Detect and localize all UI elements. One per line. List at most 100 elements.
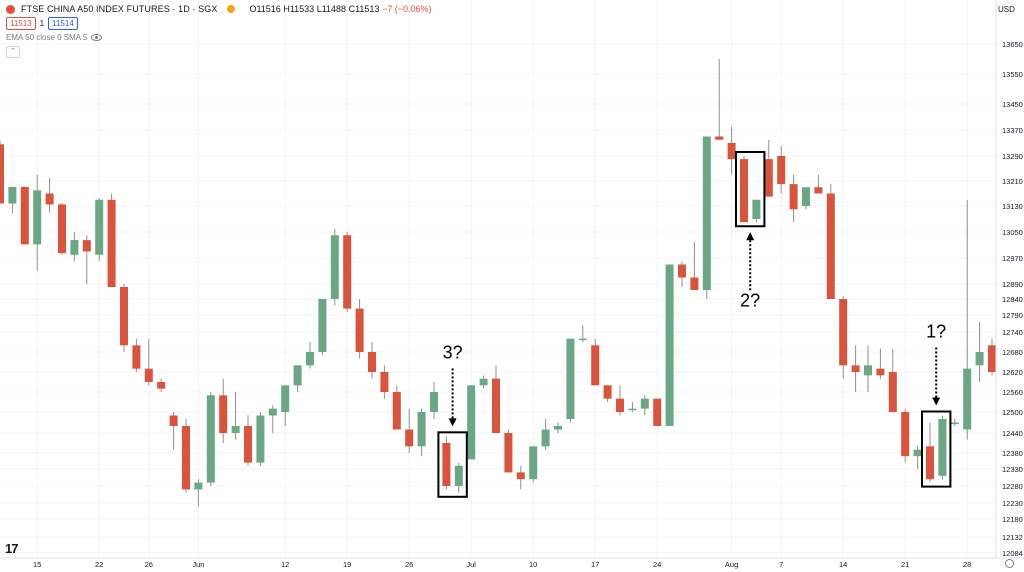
currency-label[interactable]: USD xyxy=(998,5,1015,14)
candle-body xyxy=(492,378,500,433)
y-tick-label: 12132 xyxy=(1002,533,1023,542)
symbol-icon xyxy=(6,4,15,14)
symbol-title[interactable]: FTSE CHINA A50 INDEX FUTURES · 1D · SGX xyxy=(21,4,218,14)
candle xyxy=(888,348,897,412)
candle xyxy=(988,338,996,376)
candle-body xyxy=(318,299,327,352)
high-value: H11533 xyxy=(283,4,315,14)
y-tick-label: 12790 xyxy=(1002,311,1023,320)
x-tick-label: 19 xyxy=(343,560,351,569)
candle-body xyxy=(281,385,290,412)
candle xyxy=(206,392,215,486)
x-tick-label: Aug xyxy=(725,560,738,569)
candle-body xyxy=(231,426,240,433)
candle-body xyxy=(950,422,959,424)
candle-body xyxy=(876,368,885,376)
indicator-row[interactable]: EMA 50 close 0 SMA 5 xyxy=(6,33,103,42)
candle-body xyxy=(851,365,860,372)
candle-body xyxy=(268,408,277,416)
y-tick-label: 13450 xyxy=(1002,100,1023,109)
candle-body xyxy=(107,199,116,287)
candle xyxy=(107,193,116,287)
annotation-label: 3? xyxy=(443,342,463,362)
candle-body xyxy=(975,352,984,366)
open-value: O11516 xyxy=(249,4,281,14)
time-axis[interactable]: 15 22 26 Jun 12 19 26 Jul 10 17 24 Aug 7 14 21 28 xyxy=(33,560,971,569)
annotation-box xyxy=(437,431,468,498)
y-tick-label: 13290 xyxy=(1002,152,1023,161)
settings-gear-icon[interactable] xyxy=(1005,559,1014,568)
candle-body xyxy=(82,240,91,252)
bid-ask-row: 11513 1 11514 xyxy=(6,17,78,30)
candle-body xyxy=(45,193,54,205)
candle xyxy=(8,186,17,214)
annotation-arrowhead xyxy=(932,397,941,406)
candle xyxy=(45,177,54,213)
sell-button[interactable]: 11513 xyxy=(6,17,36,30)
candle-body xyxy=(20,186,29,245)
candle xyxy=(727,126,736,175)
x-tick-label: 14 xyxy=(839,560,847,569)
candle xyxy=(467,385,476,460)
annotation-group: 3? xyxy=(437,342,468,498)
collapse-legend-button[interactable]: ⌃ xyxy=(6,46,20,58)
candle xyxy=(591,338,600,386)
candle xyxy=(256,412,265,466)
candle xyxy=(529,446,538,483)
candle xyxy=(430,382,438,419)
candle xyxy=(330,228,339,306)
candle-body xyxy=(182,426,190,490)
candle-body xyxy=(566,338,575,419)
candle xyxy=(70,232,79,262)
buy-button[interactable]: 11514 xyxy=(48,17,78,30)
candle xyxy=(120,284,128,352)
candle xyxy=(33,174,42,271)
candle-body xyxy=(392,392,401,430)
candle-body xyxy=(826,193,835,299)
candle xyxy=(405,408,414,453)
y-tick-label: 13370 xyxy=(1002,126,1023,135)
y-tick-label: 12560 xyxy=(1002,388,1023,397)
y-tick-label: 12680 xyxy=(1002,348,1023,357)
candle xyxy=(901,408,910,463)
annotation-group: 1? xyxy=(921,322,952,488)
x-tick-label: 10 xyxy=(529,560,537,569)
x-tick-label: Jul xyxy=(466,560,476,569)
candle-body xyxy=(256,415,265,463)
annotations: 3? 2? 1? xyxy=(437,151,952,498)
candle xyxy=(814,174,823,194)
x-tick-label: 7 xyxy=(779,560,783,569)
candle-body xyxy=(430,392,438,412)
candle-body xyxy=(206,395,215,483)
y-tick-label: 12840 xyxy=(1002,295,1023,304)
candle xyxy=(454,462,463,493)
candle-body xyxy=(678,264,686,278)
candle-body xyxy=(789,184,798,210)
y-tick-label: 12440 xyxy=(1002,429,1023,438)
candle xyxy=(678,261,686,287)
price-axis[interactable]: 13650 13550 13450 13370 13290 13210 13130 13050… xyxy=(1002,40,1023,558)
candle-body xyxy=(8,186,17,204)
x-tick-label: 26 xyxy=(405,560,413,569)
eye-icon[interactable] xyxy=(91,34,103,41)
candles xyxy=(0,59,996,507)
candle xyxy=(492,365,500,433)
candle-body xyxy=(244,426,252,463)
y-tick-label: 13210 xyxy=(1002,177,1023,186)
candle-body xyxy=(926,446,934,480)
candle-body xyxy=(640,398,649,409)
candle xyxy=(368,342,376,379)
candle-body xyxy=(343,235,352,309)
y-tick-label: 12180 xyxy=(1002,515,1023,524)
candle xyxy=(789,174,798,223)
market-status-icon[interactable] xyxy=(227,5,236,13)
candle xyxy=(392,385,401,430)
candle-body xyxy=(306,352,314,366)
candle-body xyxy=(715,136,724,140)
tradingview-logo-icon[interactable]: 17 xyxy=(5,541,19,556)
y-tick-label: 12330 xyxy=(1002,465,1023,474)
y-tick-label: 12280 xyxy=(1002,482,1023,491)
candle xyxy=(950,419,959,426)
candle xyxy=(864,345,872,392)
